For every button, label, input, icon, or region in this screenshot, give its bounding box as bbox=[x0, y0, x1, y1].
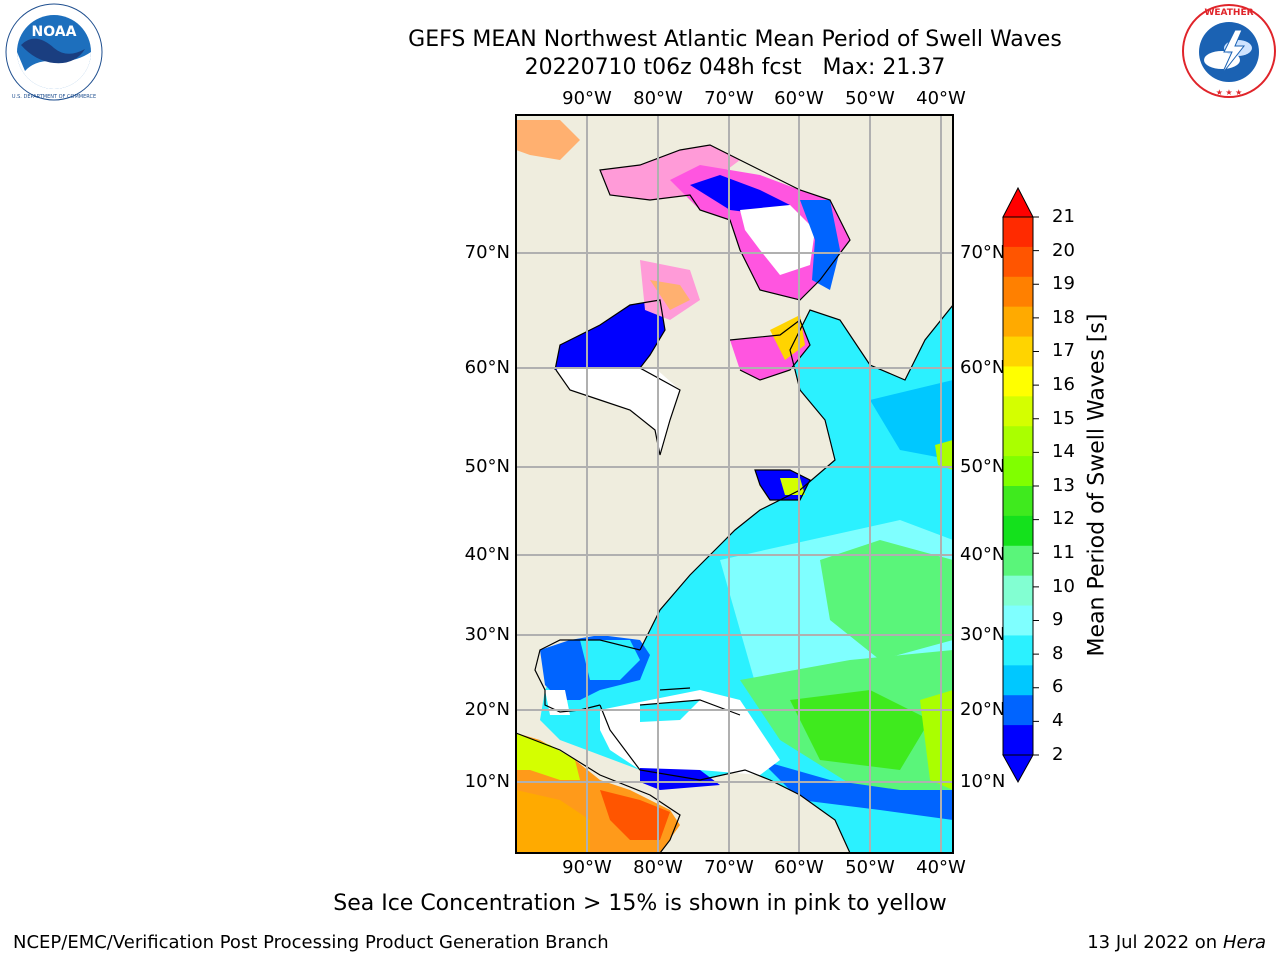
lat-label-left: 40°N bbox=[464, 544, 510, 565]
lon-label-top: 40°W bbox=[916, 88, 966, 109]
colorbar-tick-label: 4 bbox=[1052, 710, 1064, 731]
lon-label-top: 80°W bbox=[633, 88, 683, 109]
colorbar-segment bbox=[1003, 396, 1033, 427]
foxe-basin-ice-2 bbox=[650, 280, 690, 310]
colorbar-segment bbox=[1003, 456, 1033, 487]
colorbar-tick-label: 17 bbox=[1052, 340, 1075, 361]
colorbar-title: Mean Period of Swell Waves [s] bbox=[1084, 313, 1110, 657]
colorbar-segment bbox=[1003, 276, 1033, 308]
baffin-swell bbox=[690, 175, 790, 215]
arctic-ice-b bbox=[516, 120, 580, 160]
svg-text:★ ★ ★: ★ ★ ★ bbox=[1216, 88, 1243, 97]
lat-label-left: 60°N bbox=[464, 357, 510, 378]
chart-subtitle: 20220710 t06z 048h fcst Max: 21.37 bbox=[524, 55, 946, 80]
colorbar-tick-label: 12 bbox=[1052, 508, 1075, 529]
gulf-of-mexico-swell-2 bbox=[580, 640, 640, 680]
baffin-nodata bbox=[740, 205, 815, 275]
colorbar-tick-label: 9 bbox=[1052, 609, 1064, 630]
colorbar-tick-label: 13 bbox=[1052, 475, 1075, 496]
colorbar-tick-label: 15 bbox=[1052, 408, 1075, 429]
lat-label-right: 20°N bbox=[960, 699, 1006, 720]
colorbar-segment bbox=[1003, 695, 1033, 726]
chart-title: GEFS MEAN Northwest Atlantic Mean Period… bbox=[408, 27, 1062, 52]
colorbar-segment bbox=[1003, 426, 1033, 457]
colorbar-segment bbox=[1003, 605, 1033, 636]
lon-label-bottom: 80°W bbox=[633, 857, 683, 878]
lat-label-right: 50°N bbox=[960, 456, 1006, 477]
lon-label-top: 90°W bbox=[562, 88, 612, 109]
svg-text:U.S. DEPARTMENT OF COMMERCE: U.S. DEPARTMENT OF COMMERCE bbox=[12, 94, 96, 100]
colorbar-segment bbox=[1003, 366, 1033, 397]
colorbar-segment bbox=[1003, 217, 1033, 248]
colorbar-segment bbox=[1003, 635, 1033, 666]
footer-date: 13 Jul 2022 on bbox=[1087, 932, 1218, 953]
lat-label-right: 10°N bbox=[960, 771, 1006, 792]
lat-label-right: 60°N bbox=[960, 357, 1006, 378]
colorbar-segment bbox=[1003, 515, 1033, 547]
pacific-swell-2 bbox=[516, 733, 580, 780]
colorbar-under-arrow bbox=[1002, 754, 1034, 784]
colorbar-segment bbox=[1003, 725, 1033, 756]
lon-label-bottom: 50°W bbox=[845, 857, 895, 878]
colorbar-tick-label: 21 bbox=[1052, 206, 1075, 227]
lon-label-bottom: 70°W bbox=[704, 857, 754, 878]
colorbar-tick-label: 8 bbox=[1052, 643, 1064, 664]
colorbar-frame bbox=[1002, 216, 1034, 756]
colorbar-tick-label: 10 bbox=[1052, 576, 1075, 597]
colorbar-segment bbox=[1003, 306, 1033, 338]
lat-label-left: 50°N bbox=[464, 456, 510, 477]
colorbar-tick-label: 6 bbox=[1052, 676, 1064, 697]
pacific-swell-4 bbox=[516, 790, 590, 853]
lat-label-left: 30°N bbox=[464, 624, 510, 645]
sea-ice-caption: Sea Ice Concentration > 15% is shown in … bbox=[333, 891, 947, 916]
footer-date-block: 13 Jul 2022 on Hera bbox=[1087, 932, 1266, 953]
colorbar-over-arrow bbox=[1002, 186, 1034, 218]
colorbar-tick-label: 19 bbox=[1052, 273, 1075, 294]
lon-label-top: 60°W bbox=[774, 88, 824, 109]
lat-label-left: 20°N bbox=[464, 699, 510, 720]
lat-label-right: 30°N bbox=[960, 624, 1006, 645]
lat-label-right: 70°N bbox=[960, 242, 1006, 263]
lon-label-bottom: 60°W bbox=[774, 857, 824, 878]
labrador-ice-2 bbox=[770, 315, 805, 360]
lon-label-top: 70°W bbox=[704, 88, 754, 109]
colorbar-segment bbox=[1003, 486, 1033, 517]
colorbar-segment bbox=[1003, 246, 1033, 278]
colorbar-tick-label: 2 bbox=[1052, 744, 1064, 765]
footer-host: Hera bbox=[1222, 932, 1266, 953]
lon-label-top: 50°W bbox=[845, 88, 895, 109]
lat-label-left: 70°N bbox=[464, 242, 510, 263]
graticule bbox=[516, 115, 953, 853]
lon-label-bottom: 40°W bbox=[916, 857, 966, 878]
lat-label-right: 40°N bbox=[960, 544, 1006, 565]
footer-credit: NCEP/EMC/Verification Post Processing Pr… bbox=[13, 932, 609, 953]
colorbar-segment bbox=[1003, 575, 1033, 607]
hudson-bay-swell bbox=[555, 300, 665, 370]
gulf-nodata bbox=[545, 690, 570, 715]
colorbar-segment bbox=[1003, 665, 1033, 696]
colorbar-tick-label: 11 bbox=[1052, 542, 1075, 563]
pacific-swell-3 bbox=[600, 790, 670, 840]
svg-text:NOAA: NOAA bbox=[32, 24, 77, 40]
colorbar-tick-label: 16 bbox=[1052, 374, 1075, 395]
colorbar-tick-label: 14 bbox=[1052, 441, 1075, 462]
coastlines bbox=[516, 144, 953, 853]
colorbar-tick-label: 20 bbox=[1052, 240, 1075, 261]
colorbar-segment bbox=[1003, 545, 1033, 577]
colorbar bbox=[1002, 186, 1039, 784]
lon-label-bottom: 90°W bbox=[562, 857, 612, 878]
svg-text:WEATHER: WEATHER bbox=[1204, 8, 1253, 18]
colorbar-tick-label: 18 bbox=[1052, 307, 1075, 328]
nws-logo: WEATHER ★ ★ ★ bbox=[1180, 2, 1278, 100]
noaa-logo: NOAA U.S. DEPARTMENT OF COMMERCE bbox=[5, 3, 103, 101]
lat-label-left: 10°N bbox=[464, 771, 510, 792]
map-frame bbox=[515, 114, 954, 854]
arctic-ice-a bbox=[600, 145, 740, 200]
colorbar-segment bbox=[1003, 336, 1033, 367]
